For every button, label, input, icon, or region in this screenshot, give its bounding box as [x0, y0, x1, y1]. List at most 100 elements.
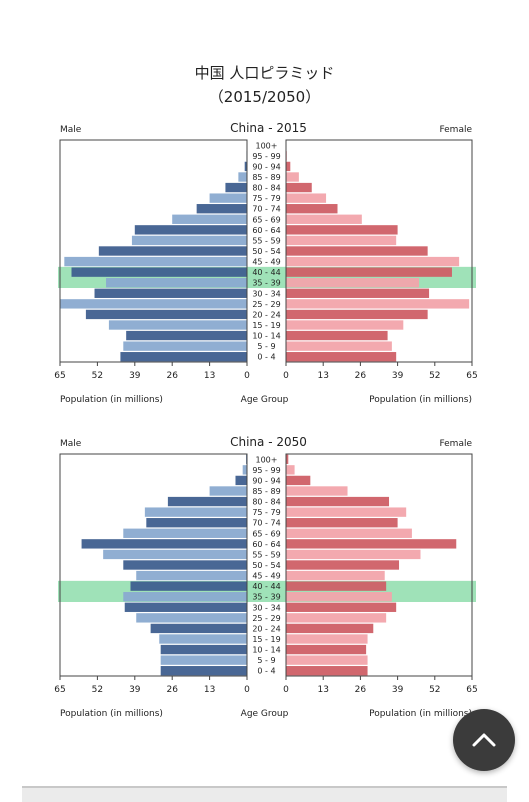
x-axis-label-center: Age Group [241, 709, 289, 719]
age-group-label: 45 - 49 [252, 572, 280, 581]
female-bar [286, 172, 299, 182]
age-group-label: 90 - 94 [252, 162, 280, 171]
right-tick-label: 26 [355, 371, 367, 381]
left-tick-label: 52 [92, 685, 103, 695]
male-bar [242, 465, 247, 475]
right-tick-label: 52 [429, 685, 440, 695]
age-group-label: 30 - 34 [252, 289, 280, 298]
female-bar [286, 613, 387, 623]
age-group-label: 0 - 4 [257, 667, 275, 676]
age-group-label: 5 - 9 [257, 656, 275, 665]
left-tick-label: 0 [244, 371, 250, 381]
female-bar [286, 341, 392, 351]
female-bar [286, 581, 387, 591]
left-plot-frame [59, 139, 248, 363]
chart-title: China - 2050 [230, 435, 307, 449]
female-bar [286, 465, 295, 475]
page-subtitle: （2015/2050） [208, 88, 321, 106]
age-group-label: 15 - 19 [252, 321, 280, 330]
male-bar [238, 172, 247, 182]
right-plot-frame [285, 453, 473, 677]
male-bar [159, 634, 247, 644]
left-panel-label: Male [60, 439, 82, 449]
right-panel-label: Female [439, 125, 472, 135]
age-group-label: 85 - 89 [252, 487, 280, 496]
age-group-label: 95 - 99 [252, 152, 280, 161]
right-tick-label: 39 [392, 371, 404, 381]
female-bar [286, 330, 388, 341]
male-bar [134, 225, 247, 235]
male-bar [160, 666, 247, 676]
female-bar [286, 256, 460, 267]
female-bar [286, 225, 398, 235]
age-group-label: 5 - 9 [257, 342, 275, 351]
male-bar [64, 256, 247, 267]
x-axis-label-right: Population (in millions) [369, 395, 472, 405]
age-group-label: 50 - 54 [252, 247, 280, 256]
female-bar [286, 193, 327, 203]
left-tick-label: 65 [54, 371, 65, 381]
age-group-label: 35 - 39 [252, 593, 280, 602]
right-tick-label: 65 [466, 685, 477, 695]
male-bar [244, 161, 247, 172]
left-tick-label: 13 [204, 685, 215, 695]
right-tick-label: 0 [283, 371, 289, 381]
male-bar [85, 309, 248, 320]
bottom-bar [22, 786, 507, 802]
right-tick-label: 13 [317, 685, 328, 695]
right-plot-frame [285, 139, 473, 363]
left-tick-label: 65 [54, 685, 65, 695]
male-bar [126, 330, 247, 341]
x-axis-label-right: Population (in millions) [369, 709, 472, 719]
age-group-label: 10 - 14 [252, 646, 280, 655]
age-group-label: 20 - 24 [252, 310, 280, 319]
chart-title: China - 2015 [230, 121, 307, 135]
female-bar [286, 666, 368, 676]
female-bar [286, 560, 400, 570]
left-plot-frame [59, 453, 248, 677]
left-panel-label: Male [60, 125, 82, 135]
female-bar [286, 592, 392, 602]
right-tick-label: 0 [283, 685, 289, 695]
age-group-label: 45 - 49 [252, 258, 280, 267]
female-bar [286, 246, 428, 256]
age-group-label: 40 - 44 [252, 268, 280, 277]
age-group-label: 80 - 84 [252, 498, 280, 507]
female-bar [286, 655, 368, 665]
male-bar [106, 278, 248, 288]
scroll-to-top-button[interactable] [453, 709, 515, 771]
female-bar [286, 602, 397, 612]
age-group-label: 0 - 4 [257, 353, 275, 362]
age-group-label: 65 - 69 [252, 215, 280, 224]
male-bar [160, 644, 247, 655]
male-bar [235, 475, 247, 486]
female-bar [286, 549, 421, 560]
age-group-label: 30 - 34 [252, 603, 280, 612]
age-group-label: 15 - 19 [252, 635, 280, 644]
age-group-label: 35 - 39 [252, 279, 280, 288]
age-group-label: 75 - 79 [252, 508, 280, 517]
male-bar [160, 655, 247, 665]
right-tick-label: 52 [429, 371, 440, 381]
male-bar [123, 528, 247, 538]
x-axis-label-left: Population (in millions) [60, 709, 163, 719]
age-group-label: 75 - 79 [252, 194, 280, 203]
left-tick-label: 13 [204, 371, 215, 381]
male-bar [130, 581, 247, 591]
right-tick-label: 13 [317, 371, 328, 381]
age-group-label: 50 - 54 [252, 561, 280, 570]
female-bar [286, 161, 291, 172]
female-bar [286, 623, 374, 634]
male-bar [103, 549, 248, 560]
age-group-label: 90 - 94 [252, 476, 280, 485]
age-group-label: 80 - 84 [252, 184, 280, 193]
female-bar [286, 644, 367, 655]
age-group-label: 60 - 64 [252, 540, 280, 549]
left-tick-label: 26 [166, 371, 178, 381]
male-bar [120, 352, 247, 362]
age-group-label: 95 - 99 [252, 466, 280, 475]
male-bar [172, 214, 247, 224]
male-bar [108, 320, 248, 330]
age-group-label: 65 - 69 [252, 529, 280, 538]
male-bar [71, 267, 247, 277]
